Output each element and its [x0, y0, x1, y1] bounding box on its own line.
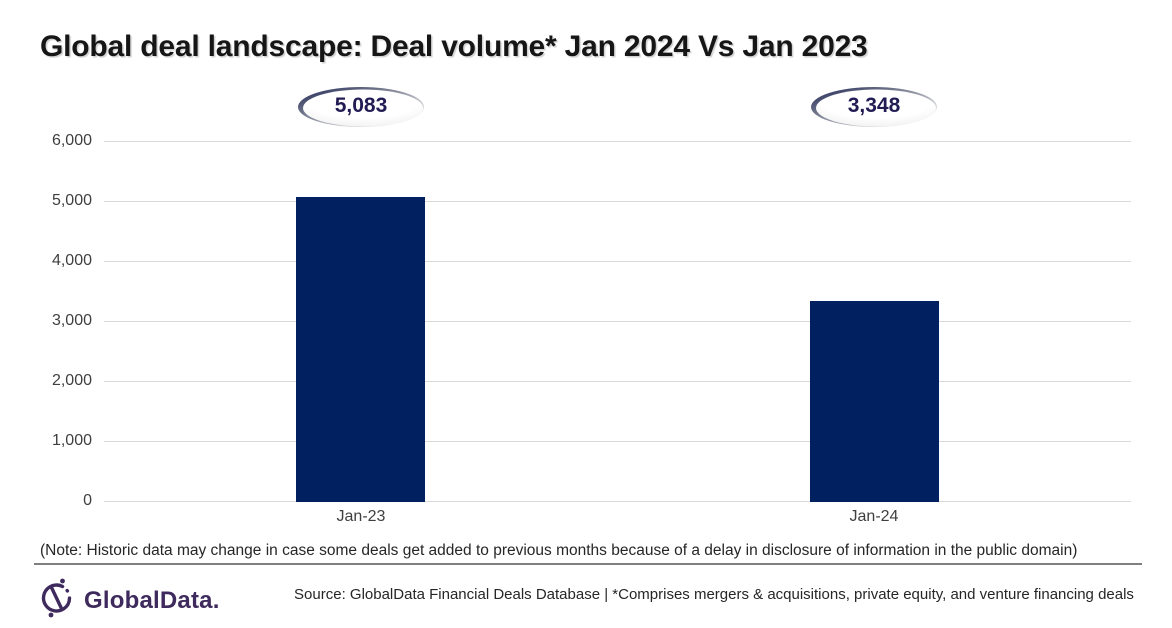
value-badge: 5,083 [297, 86, 425, 130]
y-axis-tick-label: 4,000 [51, 252, 92, 269]
gridline [104, 501, 1131, 502]
y-axis-tick-label: 3,000 [51, 312, 92, 329]
value-badge-label: 5,083 [334, 94, 388, 117]
plot-area [104, 141, 1131, 502]
y-axis-tick-label: 0 [83, 492, 92, 509]
x-axis-label: Jan-23 [336, 508, 386, 525]
globaldata-logo-icon [38, 577, 75, 624]
bar-Jan-23 [296, 197, 425, 502]
badge-ellipse [298, 87, 424, 127]
gridline [104, 141, 1131, 142]
source-line: Source: GlobalData Financial Deals Datab… [294, 586, 1134, 603]
x-axis-label: Jan-24 [849, 508, 899, 525]
y-axis-tick-label: 1,000 [51, 432, 92, 449]
bar-Jan-24 [810, 301, 939, 502]
footnote: (Note: Historic data may change in case … [40, 542, 1078, 559]
value-badge: 3,348 [810, 86, 938, 130]
globaldata-logo: GlobalData. [38, 577, 220, 624]
gridline [104, 381, 1131, 382]
y-axis-tick-label: 5,000 [51, 192, 92, 209]
gridline [104, 201, 1131, 202]
gridline [104, 321, 1131, 322]
badge-ellipse [811, 87, 937, 127]
footer-divider [34, 563, 1142, 565]
y-axis-tick-label: 6,000 [51, 132, 92, 149]
chart-title: Global deal landscape: Deal volume* Jan … [40, 30, 868, 63]
gridline [104, 261, 1131, 262]
globaldata-logo-text: GlobalData. [84, 586, 220, 614]
gridline [104, 441, 1131, 442]
y-axis-tick-labels: 0 1,000 2,000 3,000 4,000 5,000 6,000 [0, 133, 92, 509]
y-axis-tick-label: 2,000 [51, 372, 92, 389]
value-badge-label: 3,348 [847, 94, 901, 117]
